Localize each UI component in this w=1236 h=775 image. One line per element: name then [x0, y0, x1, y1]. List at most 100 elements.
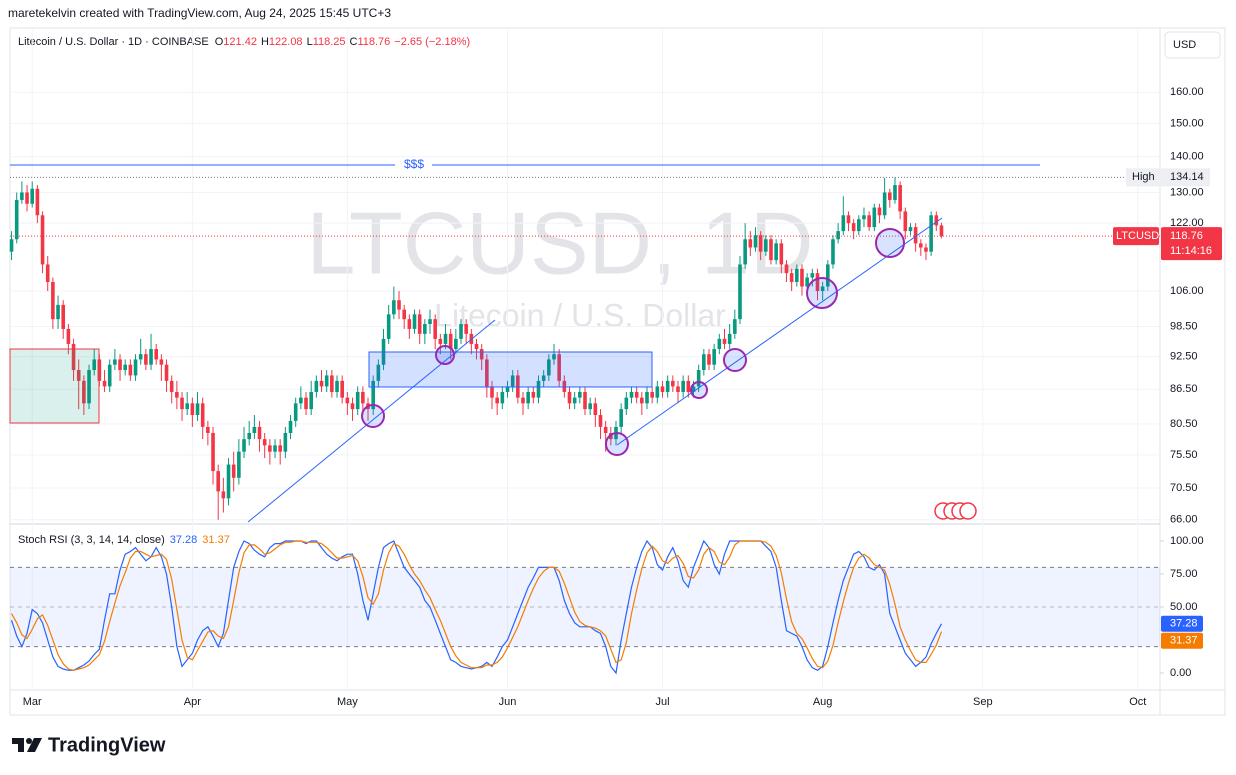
ohlc-value: 118.25: [313, 36, 346, 48]
ohlc-value: 122.08: [269, 36, 303, 48]
last-price: 118.76: [1170, 230, 1203, 242]
candle-body: [459, 324, 463, 339]
y-tick-label: 100.00: [1170, 535, 1204, 547]
candle-body: [924, 247, 928, 252]
level-label: $$$: [404, 157, 424, 171]
y-tick-label: 140.00: [1170, 151, 1204, 163]
high-tag: [1126, 168, 1160, 187]
candle-body: [531, 391, 536, 398]
candle-body: [495, 397, 499, 404]
x-tick-label: Aug: [813, 696, 833, 708]
logo-mark: [12, 738, 24, 752]
candle-body: [180, 397, 184, 410]
candle-body: [283, 432, 288, 452]
candle-body: [87, 370, 91, 404]
touch-circle: [361, 404, 385, 428]
high-value: 134.14: [1170, 171, 1204, 183]
candle-body: [20, 192, 24, 200]
candle-body: [547, 359, 551, 376]
candle-body: [857, 219, 861, 232]
candle-body: [510, 375, 515, 387]
candle-body: [836, 231, 840, 240]
candle-body: [934, 215, 939, 226]
candle-body: [278, 445, 282, 452]
candle-body: [800, 268, 804, 287]
candle-body: [485, 359, 489, 387]
candle-body: [702, 354, 706, 371]
y-tick-label: 92.50: [1170, 351, 1198, 363]
candle-body: [665, 380, 670, 392]
demand-zone: [9, 348, 100, 424]
currency[interactable]: USD: [1173, 39, 1196, 51]
stoch-title: Stoch RSI (3, 3, 14, 14, close): [18, 534, 165, 546]
candle-body: [423, 324, 427, 334]
candle-body: [650, 391, 654, 398]
candle-body: [769, 239, 773, 261]
candle-body: [242, 439, 246, 452]
candle-body: [619, 409, 623, 427]
x-tick-label: Apr: [184, 696, 201, 708]
ohlc-label: C: [350, 36, 358, 48]
candle-body: [805, 277, 809, 287]
candle-body: [30, 188, 35, 204]
candle-body: [66, 328, 71, 344]
candle-body: [851, 223, 856, 232]
candle-body: [288, 420, 293, 433]
candle-body: [376, 364, 381, 381]
candle-body: [774, 243, 778, 261]
candle-body: [820, 286, 825, 292]
candle-body: [753, 235, 758, 248]
candle-body: [221, 491, 226, 499]
x-tick-label: Jul: [655, 696, 669, 708]
candle-body: [526, 391, 530, 404]
candle-body: [200, 403, 205, 427]
candle-body: [123, 364, 128, 371]
ohlc-value: 118.76: [357, 36, 390, 48]
candle-body: [784, 264, 789, 274]
y-tick-label: 0.00: [1170, 667, 1191, 679]
y-tick-label: 98.50: [1170, 320, 1198, 332]
event-icon[interactable]: [959, 502, 977, 520]
candle-body: [919, 243, 923, 248]
candle-body: [138, 354, 143, 360]
candle-body: [588, 403, 592, 410]
candle-body: [25, 192, 29, 204]
y-tick-label: 150.00: [1170, 117, 1204, 129]
candle-body: [841, 215, 846, 232]
candle-body: [903, 211, 908, 232]
candle-body: [464, 324, 468, 334]
candle-body: [133, 359, 138, 376]
touch-circle: [806, 277, 838, 309]
ohlc-label: H: [261, 36, 269, 48]
ohlc-label: O: [215, 36, 224, 48]
y-tick-label: 70.50: [1170, 482, 1198, 494]
candle-body: [335, 380, 339, 392]
value-tag-label: 31.37: [1170, 635, 1198, 647]
candle-body: [268, 445, 272, 452]
candle-body: [521, 397, 525, 404]
x-tick-label: Jun: [499, 696, 517, 708]
candle-body: [603, 426, 608, 433]
candle-body: [350, 403, 355, 410]
y-tick-label: 130.00: [1170, 186, 1204, 198]
candle-body: [738, 264, 742, 320]
candle-body: [407, 319, 412, 329]
currency-button[interactable]: [1164, 31, 1221, 59]
candle-body: [92, 359, 97, 371]
candle-body: [908, 227, 913, 232]
candle-body: [578, 391, 582, 398]
candle-body: [831, 239, 835, 265]
candle-body: [293, 403, 298, 421]
brand: TradingView: [48, 734, 166, 756]
candle-body: [552, 354, 556, 360]
candle-body: [237, 451, 241, 478]
candle-body: [913, 227, 918, 244]
candle-body: [929, 215, 933, 252]
candle-body: [598, 414, 603, 427]
candle-body: [629, 391, 634, 398]
touch-circle: [690, 381, 708, 399]
candle-body: [733, 319, 737, 334]
candle-body: [454, 338, 458, 350]
logo-mark: [26, 738, 32, 744]
